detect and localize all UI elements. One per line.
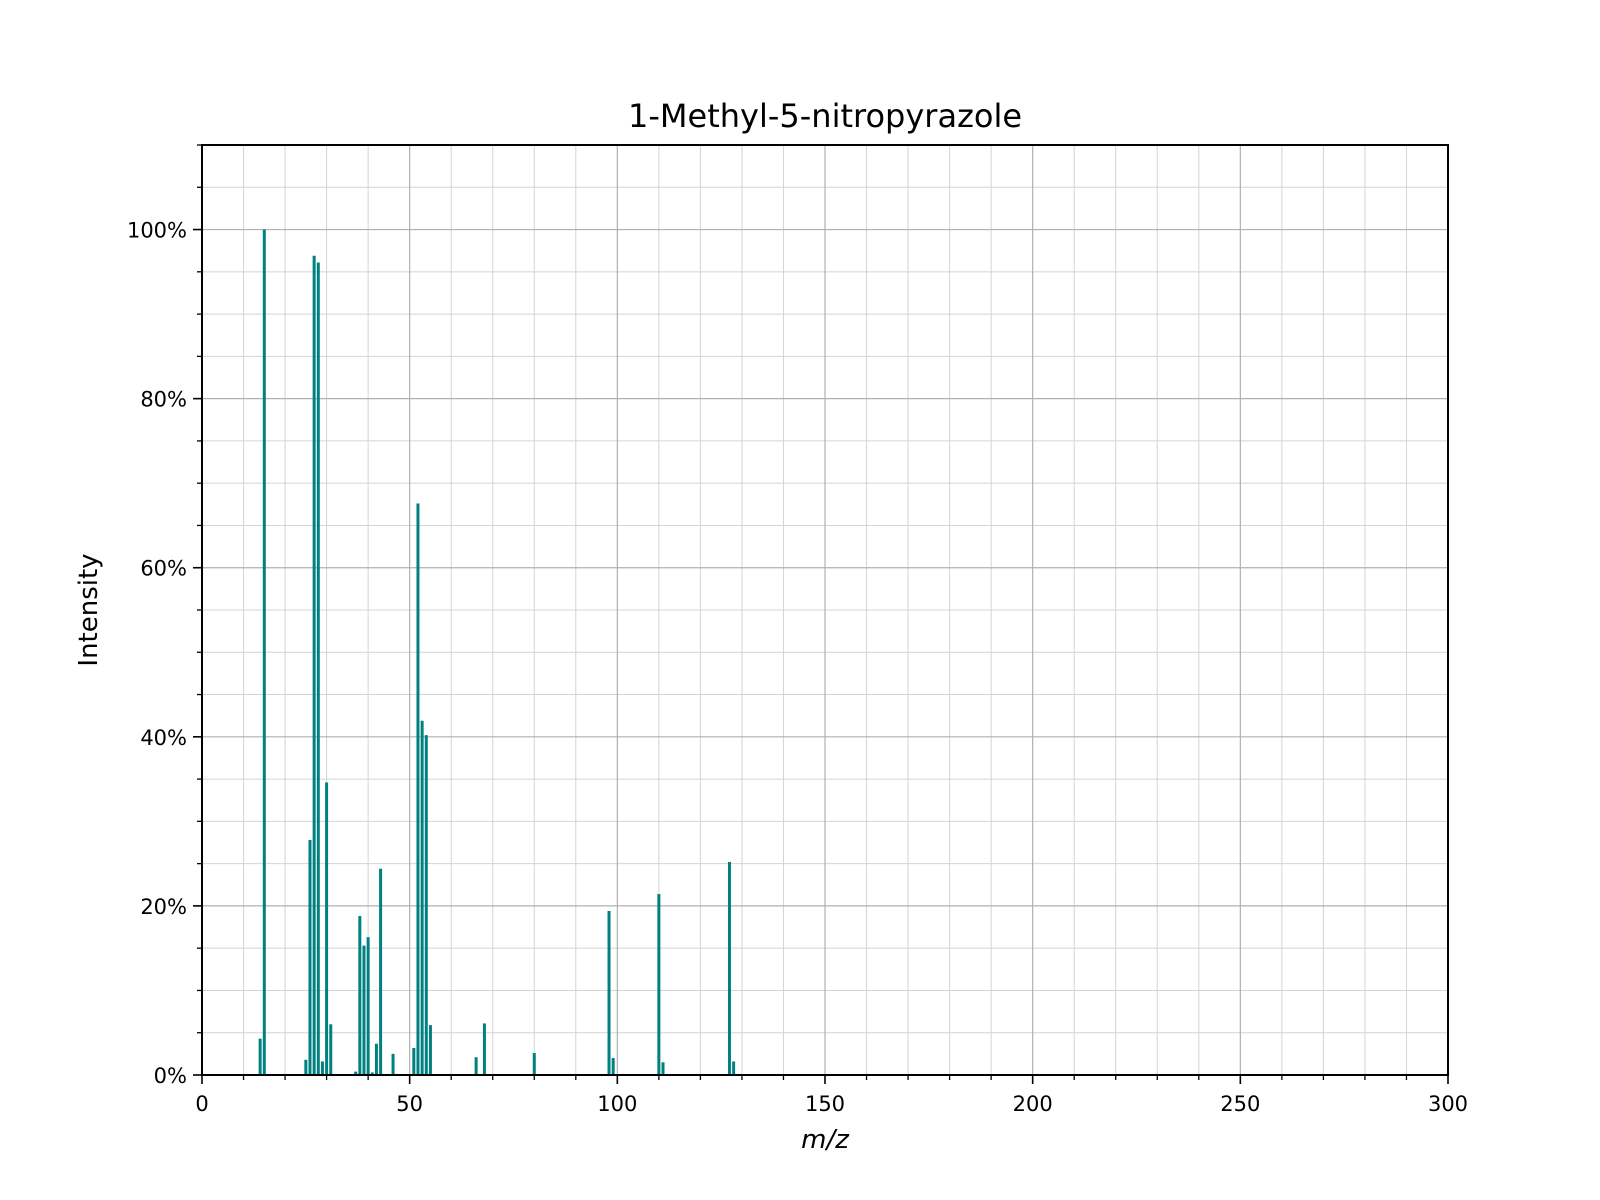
x-axis-label: m/z <box>801 1125 850 1155</box>
x-tick-label: 250 <box>1220 1092 1260 1116</box>
spectrum-bar <box>532 1053 536 1075</box>
spectrum-bar <box>366 937 370 1075</box>
spectrum-bar <box>391 1053 395 1075</box>
spectrum-bars <box>258 229 736 1076</box>
x-tick-label: 300 <box>1428 1092 1468 1116</box>
y-tick-label: 40% <box>140 726 187 750</box>
spectrum-bar <box>304 1059 308 1075</box>
axis-ticks: 0 50 100 150 200 250 300 0% 20% 40% 60% 80% 100% <box>127 144 1468 1116</box>
spectrum-bar <box>379 868 383 1075</box>
spectrum-bar <box>316 262 320 1075</box>
spectrum-bar <box>607 910 611 1075</box>
x-tick-label: 200 <box>1013 1092 1053 1116</box>
spectrum-bar <box>482 1023 486 1075</box>
y-tick-label: 100% <box>127 219 187 243</box>
spectrum-bar <box>416 503 420 1075</box>
spectrum-bar <box>732 1061 736 1075</box>
spectrum-bar <box>412 1047 416 1075</box>
spectrum-bar <box>611 1058 615 1075</box>
spectrum-bar <box>320 1061 324 1075</box>
x-tick-label: 50 <box>396 1092 423 1116</box>
x-tick-label: 0 <box>195 1092 208 1116</box>
grid-lines <box>201 144 1449 1076</box>
spectrum-bar <box>312 255 316 1076</box>
spectrum-bar <box>420 720 424 1075</box>
spectrum-bar <box>258 1038 262 1075</box>
y-tick-label: 0% <box>154 1064 187 1088</box>
spectrum-bar <box>358 916 362 1075</box>
spectrum-bar <box>727 861 731 1075</box>
spectrum-bar <box>661 1062 665 1075</box>
spectrum-bar <box>428 1025 432 1075</box>
y-tick-label: 20% <box>140 895 187 919</box>
spectrum-bar <box>370 1072 374 1075</box>
spectrum-bar <box>354 1071 358 1075</box>
spectrum-bar <box>329 1024 333 1075</box>
spectrum-bar <box>362 945 366 1075</box>
chart-title: 1-Methyl-5-nitropyrazole <box>628 97 1022 135</box>
x-tick-label: 100 <box>597 1092 637 1116</box>
y-axis-label: Intensity <box>74 553 104 666</box>
y-tick-label: 80% <box>140 388 187 412</box>
x-tick-label: 150 <box>805 1092 845 1116</box>
spectrum-bar <box>308 839 312 1075</box>
spectrum-bar <box>474 1057 478 1075</box>
y-tick-label: 60% <box>140 557 187 581</box>
spectrum-bar <box>262 229 266 1075</box>
spectrum-bar <box>424 735 428 1075</box>
spectrum-bar <box>657 894 661 1075</box>
spectrum-bar <box>325 782 329 1075</box>
spectrum-bar <box>374 1043 378 1075</box>
